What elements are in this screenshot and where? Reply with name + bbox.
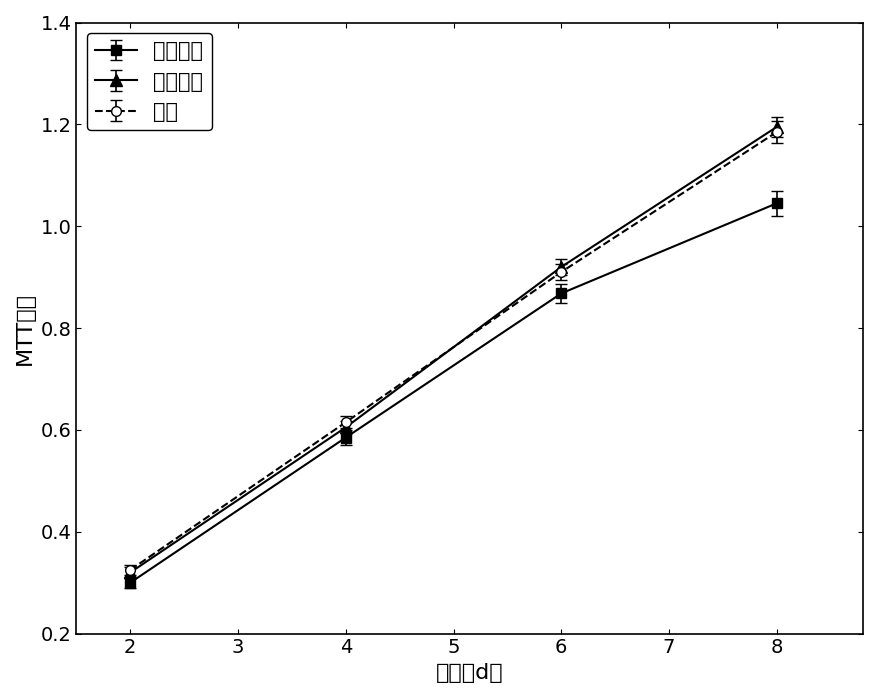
Y-axis label: MTT吸收: MTT吸收 (15, 292, 35, 364)
Legend: 双层敟料, 泡沫敟料, 对照: 双层敟料, 泡沫敟料, 对照 (87, 33, 211, 131)
X-axis label: 时间（d）: 时间（d） (435, 663, 503, 683)
